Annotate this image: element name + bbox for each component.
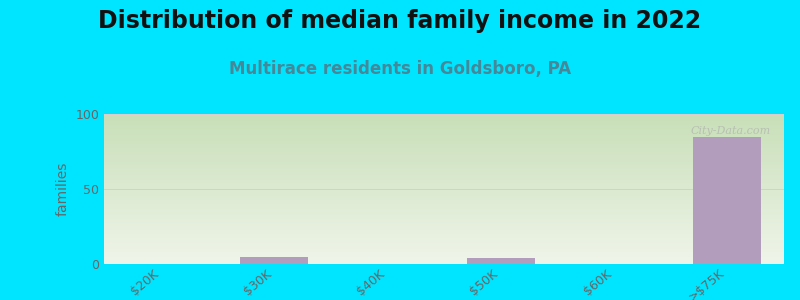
Y-axis label: families: families: [56, 162, 70, 216]
Bar: [466, 258, 534, 264]
Text: City-Data.com: City-Data.com: [690, 126, 770, 136]
Bar: [240, 256, 308, 264]
Text: Distribution of median family income in 2022: Distribution of median family income in …: [98, 9, 702, 33]
Text: Multirace residents in Goldsboro, PA: Multirace residents in Goldsboro, PA: [229, 60, 571, 78]
Bar: [694, 136, 762, 264]
